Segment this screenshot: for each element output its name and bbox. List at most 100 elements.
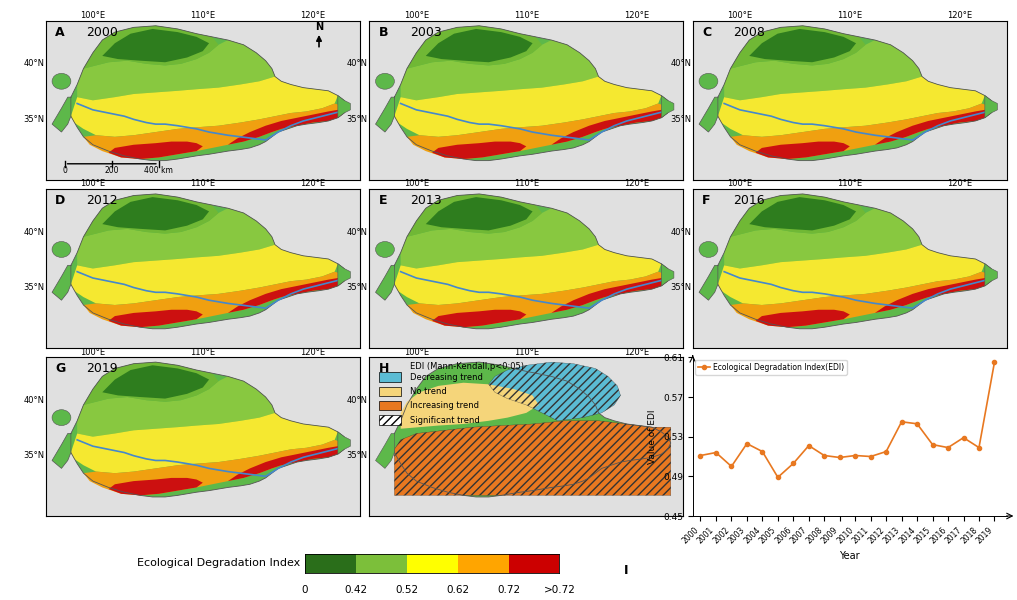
Polygon shape	[392, 194, 671, 329]
Polygon shape	[395, 421, 671, 496]
Polygon shape	[715, 26, 995, 161]
Text: 35°N: 35°N	[670, 283, 692, 292]
Text: A: A	[55, 26, 65, 39]
Legend: Ecological Degradation Index(EDI): Ecological Degradation Index(EDI)	[695, 359, 847, 375]
Bar	[378, 415, 401, 425]
Polygon shape	[103, 29, 210, 62]
Polygon shape	[71, 245, 338, 305]
Polygon shape	[109, 310, 202, 327]
Ellipse shape	[375, 242, 395, 257]
Polygon shape	[109, 478, 202, 496]
Ecological Degradation Index(EDI)	[710, 449, 722, 456]
Text: Increasing trend: Increasing trend	[410, 401, 479, 410]
Text: 2019: 2019	[86, 362, 118, 375]
Text: 100°E: 100°E	[404, 347, 429, 356]
Polygon shape	[338, 95, 351, 118]
Text: H: H	[378, 362, 390, 375]
Text: G: G	[55, 362, 65, 375]
Text: 0.42: 0.42	[345, 584, 367, 595]
Text: 110°E: 110°E	[190, 347, 216, 356]
Polygon shape	[407, 194, 542, 237]
Polygon shape	[83, 103, 344, 159]
Polygon shape	[401, 208, 599, 269]
Text: Decreasing trend: Decreasing trend	[410, 373, 483, 382]
Ecological Degradation Index(EDI)	[896, 418, 908, 425]
Polygon shape	[395, 77, 661, 137]
Polygon shape	[103, 365, 210, 398]
Ellipse shape	[52, 410, 71, 425]
Text: 110°E: 110°E	[837, 179, 862, 188]
Polygon shape	[551, 107, 667, 145]
Polygon shape	[426, 29, 533, 62]
Polygon shape	[83, 362, 219, 405]
Polygon shape	[392, 26, 671, 161]
Ellipse shape	[375, 73, 395, 89]
Text: 120°E: 120°E	[623, 347, 649, 356]
Text: D: D	[55, 194, 65, 207]
Text: 110°E: 110°E	[514, 179, 539, 188]
Polygon shape	[875, 107, 992, 145]
Polygon shape	[52, 433, 71, 469]
Polygon shape	[77, 376, 275, 437]
Text: 100°E: 100°E	[80, 347, 106, 356]
Polygon shape	[228, 275, 344, 313]
Polygon shape	[756, 310, 850, 327]
Text: 0.52: 0.52	[396, 584, 418, 595]
Text: 40°N: 40°N	[347, 227, 368, 236]
Text: 0: 0	[302, 584, 308, 595]
Bar	[356, 554, 407, 573]
Polygon shape	[699, 265, 718, 300]
Polygon shape	[228, 107, 344, 145]
Polygon shape	[83, 440, 344, 496]
Text: 110°E: 110°E	[514, 11, 539, 20]
Polygon shape	[83, 272, 344, 327]
Polygon shape	[756, 142, 850, 159]
Text: 100°E: 100°E	[80, 11, 106, 20]
Text: 40°N: 40°N	[347, 395, 368, 404]
Ecological Degradation Index(EDI)	[834, 454, 846, 461]
Line: Ecological Degradation Index(EDI): Ecological Degradation Index(EDI)	[699, 360, 997, 479]
Text: 100°E: 100°E	[404, 179, 429, 188]
Ecological Degradation Index(EDI)	[740, 440, 753, 447]
Text: E: E	[378, 194, 387, 207]
Ecological Degradation Index(EDI)	[911, 420, 923, 427]
Text: 100°E: 100°E	[727, 11, 753, 20]
Polygon shape	[730, 272, 992, 327]
Polygon shape	[392, 362, 671, 497]
Text: 120°E: 120°E	[623, 179, 649, 188]
Text: 110°E: 110°E	[514, 347, 539, 356]
Polygon shape	[551, 275, 667, 313]
Bar	[458, 554, 508, 573]
Polygon shape	[228, 443, 344, 481]
Polygon shape	[724, 208, 922, 269]
Text: F: F	[702, 194, 711, 207]
Polygon shape	[724, 40, 922, 100]
Text: 400 km: 400 km	[144, 166, 173, 175]
Text: 100°E: 100°E	[727, 179, 753, 188]
Text: 120°E: 120°E	[947, 11, 972, 20]
Bar	[378, 386, 401, 396]
Ecological Degradation Index(EDI)	[957, 434, 969, 441]
Text: 35°N: 35°N	[347, 115, 368, 124]
Text: 40°N: 40°N	[23, 59, 44, 68]
Polygon shape	[103, 197, 210, 230]
X-axis label: Year: Year	[839, 551, 860, 562]
Text: 35°N: 35°N	[347, 283, 368, 292]
Text: 2012: 2012	[86, 194, 118, 207]
Polygon shape	[715, 194, 995, 329]
Text: >0.72: >0.72	[543, 584, 576, 595]
Text: No trend: No trend	[410, 387, 446, 396]
Text: 110°E: 110°E	[190, 11, 216, 20]
Polygon shape	[426, 197, 533, 230]
Polygon shape	[718, 77, 984, 137]
Polygon shape	[68, 194, 347, 329]
Text: 110°E: 110°E	[837, 11, 862, 20]
Bar	[305, 554, 356, 573]
Ecological Degradation Index(EDI)	[989, 359, 1001, 366]
Polygon shape	[750, 29, 856, 62]
Text: 35°N: 35°N	[23, 283, 44, 292]
Polygon shape	[432, 142, 527, 159]
Polygon shape	[71, 413, 338, 473]
Ecological Degradation Index(EDI)	[695, 452, 707, 459]
Polygon shape	[109, 142, 202, 159]
